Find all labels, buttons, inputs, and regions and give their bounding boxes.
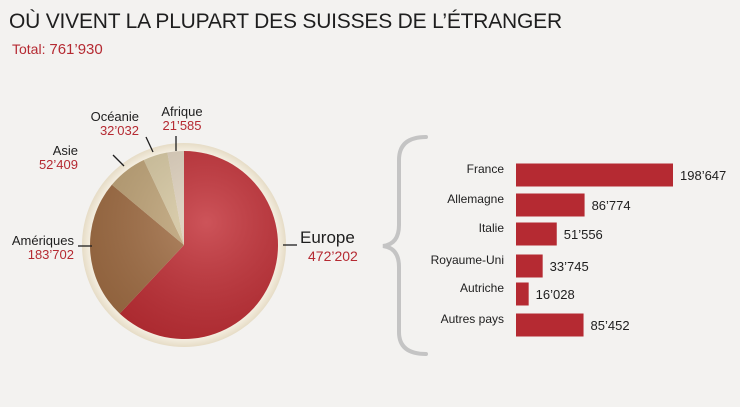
chart-title: OÙ VIVENT LA PLUPART DES SUISSES DE L’ÉT… (9, 10, 562, 33)
bar-value-france: 198’647 (680, 168, 726, 183)
pie-label-europe: Europe (300, 228, 355, 247)
bar-chart: France 198’647 Allemagne 86’774 Italie 51’556… (431, 162, 726, 337)
total-label: Total: (12, 41, 46, 57)
bar-value-autres-pays: 85’452 (591, 318, 630, 333)
pie-chart (82, 143, 286, 347)
pie-leader-asie (112, 154, 125, 167)
bar-value-allemagne: 86’774 (592, 198, 631, 213)
pie-value-ameriques: 183’702 (28, 247, 74, 262)
bar-allemagne (516, 193, 585, 217)
pie-label-afrique: Afrique (161, 104, 202, 119)
bar-italie (516, 222, 557, 246)
europe-brace (382, 135, 428, 356)
pie-label-oceanie: Océanie (91, 109, 139, 124)
bar-royaume-uni (516, 254, 543, 278)
bar-autres-pays (516, 313, 584, 337)
bar-category-autres-pays: Autres pays (441, 312, 504, 326)
bar-value-royaume-uni: 33’745 (550, 259, 589, 274)
pie-value-europe: 472’202 (308, 248, 358, 264)
pie-shading (90, 151, 278, 339)
bar-category-autriche: Autriche (460, 281, 504, 295)
bar-category-france: France (467, 162, 505, 176)
bar-category-royaume-uni: Royaume-Uni (431, 253, 504, 267)
pie-value-afrique: 21’585 (162, 118, 201, 133)
bar-value-autriche: 16’028 (536, 287, 575, 302)
bar-category-allemagne: Allemagne (447, 192, 504, 206)
bar-category-italie: Italie (479, 221, 505, 235)
pie-leader-oceanie (145, 136, 154, 153)
bar-value-italie: 51’556 (564, 227, 603, 242)
bar-france (516, 163, 673, 187)
pie-label-ameriques: Amériques (12, 233, 75, 248)
pie-label-asie: Asie (53, 143, 78, 158)
pie-value-asie: 52’409 (39, 157, 78, 172)
total-line: Total: 761’930 (12, 41, 103, 58)
total-value: 761’930 (49, 41, 103, 58)
bar-autriche (516, 282, 529, 306)
pie-value-oceanie: 32’032 (100, 123, 139, 138)
